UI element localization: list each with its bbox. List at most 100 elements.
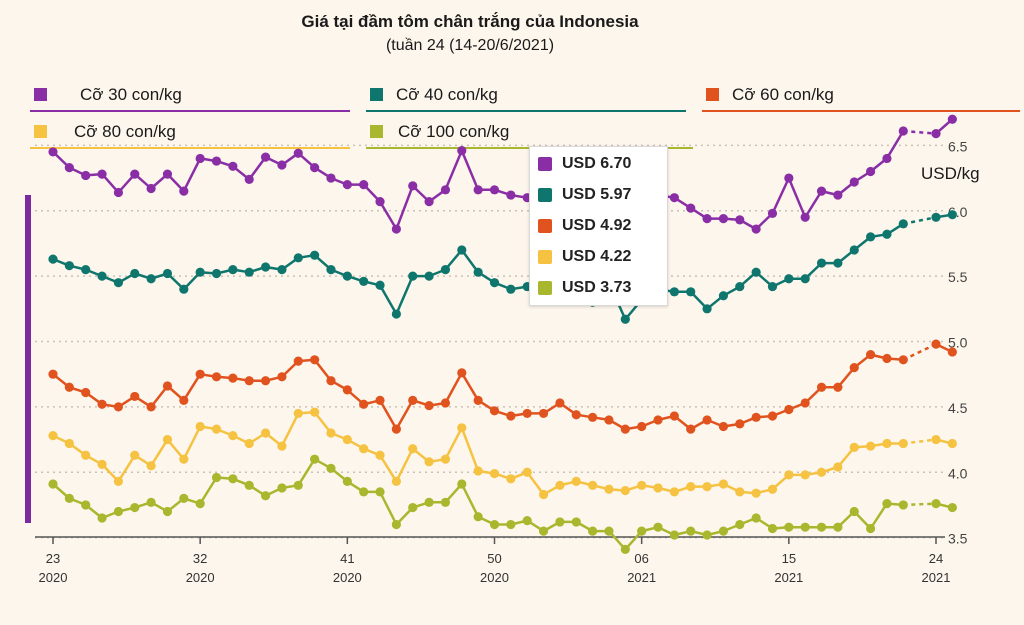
data-point [211, 268, 222, 279]
data-point [506, 474, 516, 484]
data-point [457, 245, 467, 255]
data-point [947, 438, 957, 449]
data-point [48, 147, 58, 157]
data-point [408, 395, 418, 405]
data-point [342, 476, 352, 487]
data-point [326, 428, 336, 438]
data-point [277, 160, 287, 170]
data-point [800, 212, 810, 222]
x-tick-week-label: 50 [487, 551, 501, 566]
data-point [179, 493, 189, 503]
data-point [882, 229, 892, 239]
data-point [669, 487, 679, 497]
legend-item-size-30[interactable]: Cỡ 30 con/kg [30, 84, 350, 112]
data-point [48, 369, 58, 379]
data-point [424, 457, 434, 467]
y-tick-label: 4.0 [948, 465, 968, 481]
data-point [489, 278, 500, 288]
data-point [326, 463, 336, 473]
legend-item-size-60[interactable]: Cỡ 60 con/kg [702, 84, 1020, 112]
data-point [195, 153, 205, 164]
data-point [408, 502, 418, 513]
data-point [48, 431, 58, 441]
data-point [604, 484, 614, 494]
data-point [620, 424, 630, 434]
legend-label: Cỡ 80 con/kg [74, 122, 176, 141]
data-point [865, 232, 876, 242]
data-point [833, 522, 843, 532]
data-point [97, 169, 107, 179]
x-tick-year-label: 2020 [333, 570, 362, 585]
data-point [489, 185, 500, 195]
data-point [637, 421, 647, 432]
data-point [310, 163, 320, 173]
data-point [310, 407, 320, 417]
data-point [555, 517, 565, 527]
data-point [162, 381, 173, 391]
data-point [588, 526, 598, 536]
legend-swatch-icon [34, 125, 47, 138]
data-point [702, 213, 712, 224]
data-point [571, 410, 581, 420]
data-point [800, 470, 810, 480]
data-point [113, 402, 124, 412]
x-tick-year-label: 2020 [186, 570, 215, 585]
data-point [784, 173, 794, 183]
data-point [244, 174, 254, 184]
data-point [653, 522, 663, 532]
data-point [359, 487, 369, 497]
data-point [767, 484, 778, 494]
data-point [310, 355, 320, 365]
data-point [375, 395, 385, 405]
data-point [440, 398, 451, 408]
data-point [718, 291, 729, 301]
data-point [849, 442, 859, 453]
legend-item-size-40[interactable]: Cỡ 40 con/kg [366, 84, 686, 112]
data-point [686, 526, 696, 536]
data-point [784, 274, 794, 284]
series-dashed-line-3 [903, 438, 937, 445]
data-point [898, 500, 908, 510]
data-point [555, 480, 565, 490]
data-point [751, 488, 761, 498]
data-point [97, 271, 107, 281]
data-point [408, 271, 418, 281]
data-point [244, 480, 254, 490]
tooltip-swatch-icon [538, 188, 552, 202]
data-point [375, 450, 385, 460]
y-tick-label: 3.5 [948, 531, 968, 547]
data-point [64, 382, 74, 392]
legend-label: Cỡ 100 con/kg [398, 122, 510, 141]
data-point [865, 166, 876, 177]
data-point [538, 408, 549, 419]
data-point [865, 523, 876, 534]
data-point [359, 180, 369, 190]
data-point [228, 264, 238, 275]
data-point [195, 267, 205, 277]
data-point [48, 479, 58, 489]
data-point [898, 355, 908, 365]
data-point [947, 347, 957, 357]
data-point [833, 382, 843, 392]
data-point [293, 356, 303, 366]
data-point [669, 193, 679, 203]
data-point [718, 213, 729, 224]
data-point [522, 516, 532, 526]
data-point [947, 114, 957, 124]
data-point [310, 250, 320, 260]
data-point [620, 314, 630, 324]
data-point [849, 177, 859, 187]
data-point [882, 353, 892, 364]
data-point [195, 499, 205, 509]
data-point [718, 421, 729, 432]
data-point [865, 349, 876, 360]
data-point [228, 373, 238, 383]
data-point [48, 254, 58, 264]
data-point [342, 180, 352, 190]
y-tick-label: 5.5 [948, 269, 968, 285]
legend-item-size-80[interactable]: Cỡ 80 con/kg [30, 121, 350, 149]
legend-label: Cỡ 40 con/kg [396, 85, 498, 104]
x-tick-week-label: 23 [46, 551, 60, 566]
data-point [293, 480, 303, 490]
data-point [260, 262, 271, 272]
